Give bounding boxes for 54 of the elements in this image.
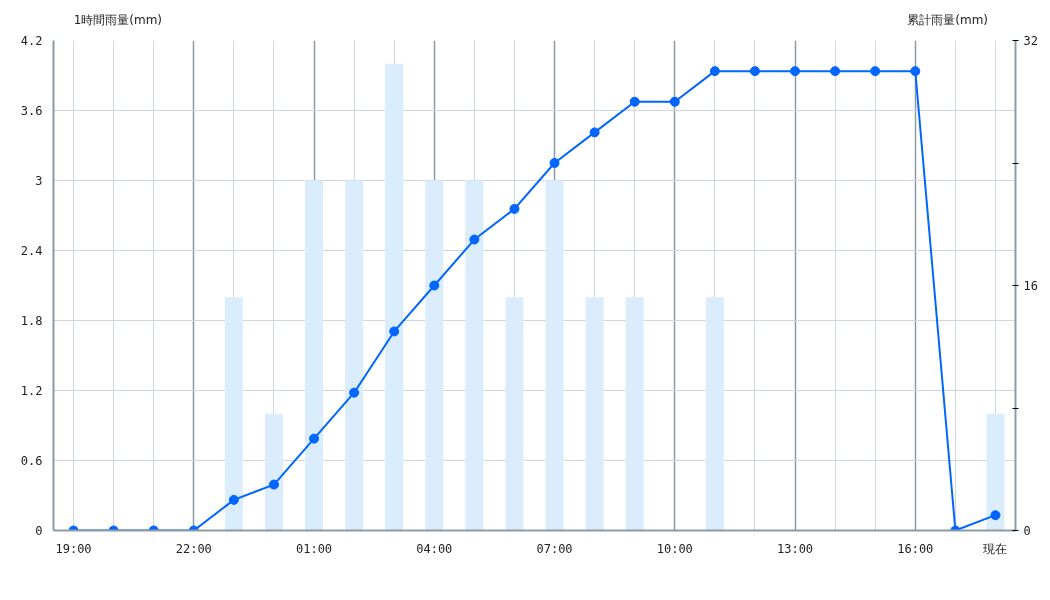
point <box>910 66 921 77</box>
point <box>749 66 760 77</box>
y-tick-label: 0.6 <box>20 454 43 468</box>
point <box>629 96 640 107</box>
bar <box>465 180 484 531</box>
point <box>669 96 680 107</box>
point <box>228 494 239 505</box>
point <box>509 203 520 214</box>
point <box>389 326 400 337</box>
y-tick-label: 0 <box>35 524 43 538</box>
bar <box>264 413 283 531</box>
bar <box>986 413 1005 531</box>
x-tick-label: 07:00 <box>536 541 573 556</box>
point <box>349 387 360 398</box>
y-tick-label: 4.2 <box>20 34 43 48</box>
bar <box>625 297 644 531</box>
point <box>709 66 720 77</box>
point <box>830 66 841 77</box>
point <box>790 66 801 77</box>
x-tick-label: 16:00 <box>897 541 934 556</box>
point <box>268 479 279 490</box>
point <box>870 66 881 77</box>
bar <box>385 63 404 531</box>
y-tick-label: 1.8 <box>20 314 43 328</box>
point <box>589 127 600 138</box>
bar <box>505 297 524 531</box>
y2-tick-label: 0 <box>1023 524 1031 538</box>
x-tick-label: 13:00 <box>776 541 814 556</box>
y-tick-label: 2.4 <box>20 244 43 258</box>
y-tick-label: 3 <box>35 174 43 188</box>
point <box>429 280 440 291</box>
point <box>309 433 320 444</box>
y-axis-title: 1時間雨量(mm) <box>73 12 163 27</box>
bar <box>705 297 724 531</box>
y-tick-label: 1.2 <box>20 384 43 398</box>
x-tick-label: 04:00 <box>416 541 453 556</box>
y-tick-label: 3.6 <box>20 104 43 118</box>
y2-tick-label: 32 <box>1023 34 1038 48</box>
y2-axis-title: 累計雨量(mm) <box>907 12 989 27</box>
x-tick-label: 10:00 <box>656 541 693 556</box>
x-tick-label: 19:00 <box>55 541 92 556</box>
point <box>990 510 1001 521</box>
point <box>549 158 560 168</box>
x-tick-label: 01:00 <box>295 541 333 556</box>
x-tick-label: 現在 <box>983 541 1008 556</box>
bar <box>305 180 324 531</box>
bar <box>545 180 564 531</box>
point <box>469 234 480 245</box>
x-tick-label: 22:00 <box>175 541 212 556</box>
bar <box>345 180 364 531</box>
bar <box>585 297 604 531</box>
y2-tick-label: 16 <box>1023 279 1038 293</box>
bar <box>224 297 243 531</box>
bar <box>425 180 444 531</box>
